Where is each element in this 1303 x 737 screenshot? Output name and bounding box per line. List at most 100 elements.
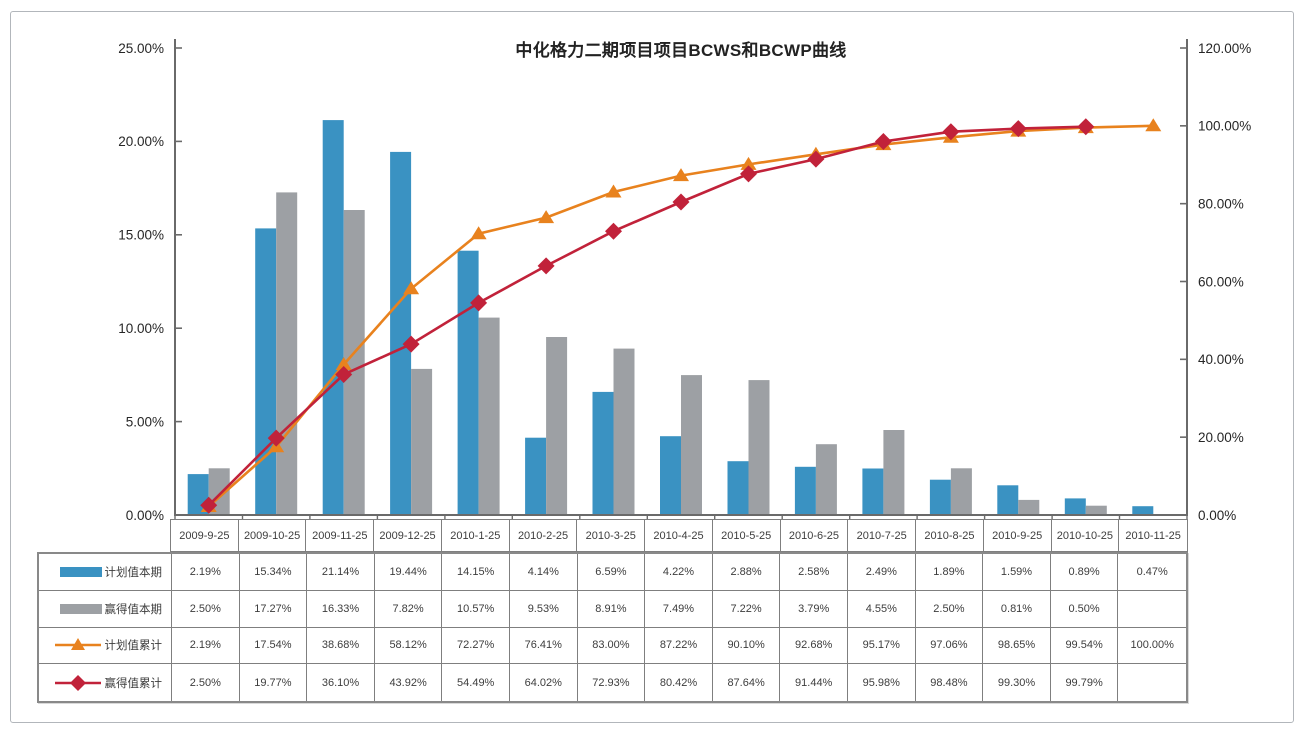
left-axis-tick-label: 20.00% (118, 134, 164, 149)
value-cell: 2.19% (172, 627, 240, 665)
legend-table: 计划值本期 2.19% 15.34% 21.14% 19.44% 14.15% 4.14% 6… (37, 552, 1188, 703)
value-cell: 21.14% (307, 554, 375, 591)
value-cell: 87.22% (645, 627, 713, 665)
diamond-marker (200, 496, 218, 514)
value-cell: 90.10% (712, 627, 781, 665)
bar-earned-period (748, 380, 770, 515)
bar-planned-period (255, 228, 277, 515)
triangle-marker (470, 226, 487, 240)
bar-planned-period (660, 436, 681, 515)
date-cell: 2009-12-25 (374, 520, 442, 551)
diamond-marker (942, 123, 960, 141)
bar-earned-period (546, 337, 568, 515)
value-cell: 87.64% (713, 664, 781, 701)
bar-planned-period (997, 485, 1019, 515)
value-cell: 17.27% (239, 590, 308, 628)
value-cell: 9.53% (509, 590, 578, 628)
value-cell: 2.50% (172, 664, 240, 701)
value-cell: 80.42% (645, 664, 713, 701)
bar-earned-period (883, 430, 905, 515)
date-cell: 2010-3-25 (577, 520, 646, 551)
value-cell: 0.89% (1050, 554, 1119, 591)
bar-planned-period (1132, 506, 1154, 515)
date-cell: 2010-11-25 (1125, 529, 1181, 542)
value-cell: 83.00% (577, 627, 646, 665)
right-axis-tick-label: 0.00% (1198, 508, 1236, 523)
bar-planned-period (457, 250, 479, 515)
date-cell: 2010-10-25 (1052, 520, 1120, 551)
diamond-marker (1077, 118, 1095, 136)
line-earned-cumulative (207, 125, 1086, 507)
diamond-marker (267, 429, 285, 447)
value-cell: 72.27% (442, 627, 510, 665)
triangle-marker (403, 281, 420, 295)
legend-line-swatch-icon (54, 674, 101, 691)
triangle-marker (1145, 118, 1162, 132)
value-cell: 2.50% (915, 590, 984, 628)
triangle-marker (538, 210, 555, 224)
triangle-marker (335, 357, 352, 370)
diamond-marker (335, 366, 353, 383)
left-axis-tick-label: 0.00% (126, 508, 164, 523)
value-cell: 92.68% (780, 627, 848, 665)
triangle-marker (740, 156, 757, 170)
legend-line-swatch-icon (54, 638, 101, 651)
bar-earned-period (681, 375, 702, 515)
right-axis-tick-label: 100.00% (1198, 119, 1251, 134)
bar-planned-period (322, 120, 344, 515)
legend-label: 赢得值累计 (104, 677, 163, 690)
legend-cell: 计划值本期 (39, 554, 172, 591)
date-cell: 2010-6-25 (781, 520, 849, 551)
bar-planned-period (727, 461, 749, 515)
value-cell: 17.54% (239, 627, 308, 665)
value-cell: 1.89% (915, 554, 984, 591)
bar-planned-period (592, 391, 614, 515)
chart-title: 中化格力二期项目项目BCWS和BCWP曲线 (515, 41, 847, 60)
value-cell: 7.22% (712, 590, 781, 628)
value-cell: 4.55% (847, 590, 916, 628)
right-axis-tick-label: 80.00% (1198, 197, 1244, 212)
value-cell: 95.17% (847, 627, 916, 665)
date-cell: 2009-9-25 (171, 520, 239, 551)
value-cell: 6.59% (577, 554, 646, 591)
diamond-marker (672, 193, 690, 211)
value-cell: 1.59% (983, 554, 1051, 591)
value-cell: 2.19% (172, 554, 240, 591)
value-cell: 2.58% (780, 554, 848, 591)
triangle-marker (673, 168, 689, 182)
legend-bar-swatch-icon (59, 603, 102, 614)
value-cell: 2.49% (847, 554, 916, 591)
value-cell: 91.44% (780, 664, 848, 701)
value-cell: 7.49% (645, 590, 713, 628)
diamond-marker (537, 257, 555, 275)
bar-earned-period (613, 348, 635, 515)
value-cell: 72.93% (578, 664, 646, 701)
value-cell: 64.02% (510, 664, 578, 701)
bar-earned-period (411, 368, 433, 515)
left-axis-tick-label: 5.00% (126, 414, 164, 429)
value-cell: 2.88% (712, 554, 781, 591)
bar-planned-period (862, 468, 884, 515)
value-cell: 15.34% (239, 554, 308, 591)
diamond-marker (1009, 120, 1027, 138)
diamond-marker (740, 165, 757, 183)
value-cell: 2.50% (172, 590, 240, 628)
right-axis-tick-label: 120.00% (1198, 41, 1251, 56)
value-cell: 4.22% (645, 554, 713, 591)
value-cell: 58.12% (374, 627, 443, 665)
value-cell: 4.14% (509, 554, 578, 591)
value-cell: 95.98% (848, 664, 916, 701)
date-cell: 2009-10-25 (239, 520, 307, 551)
date-cell: 2010-9-25 (984, 520, 1052, 551)
date-cell: 2010-4-25 (645, 520, 713, 551)
value-cell: 76.41% (509, 627, 578, 665)
date-cell: 2010-2-25 (510, 520, 578, 551)
value-cell: 99.79% (1051, 664, 1119, 701)
value-cell: 7.82% (374, 590, 443, 628)
date-cell: 2010-7-25 (848, 520, 917, 551)
value-cell: 0.47% (1118, 554, 1186, 591)
left-axis-tick-label: 10.00% (118, 321, 164, 336)
diamond-marker (470, 294, 488, 312)
left-axis-tick-label: 25.00% (118, 41, 164, 56)
